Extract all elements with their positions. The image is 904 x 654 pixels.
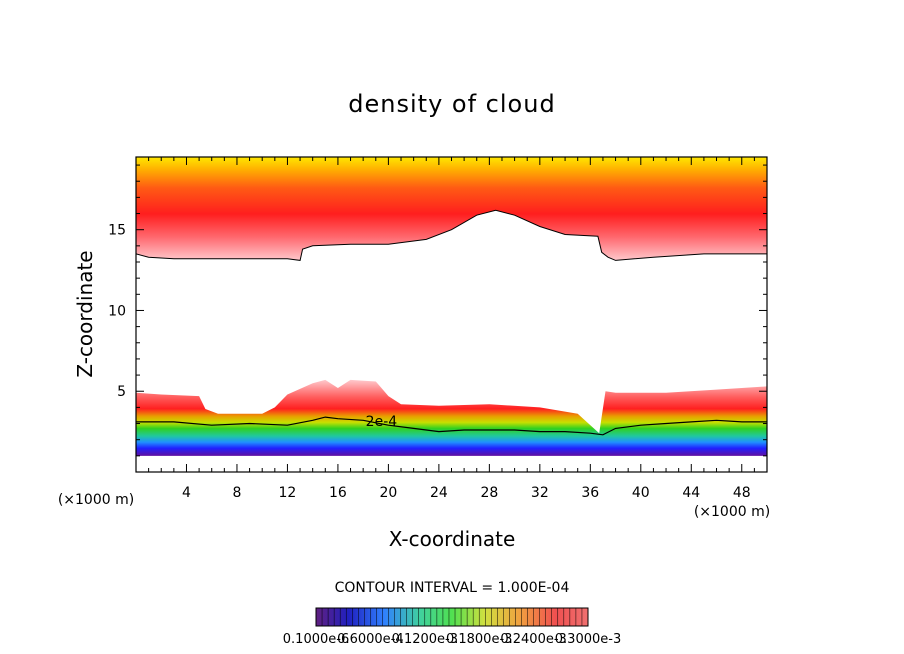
y-tick-label: 5 <box>117 384 126 400</box>
chart-title: density of cloud <box>348 90 555 118</box>
x-tick-label: 36 <box>581 485 599 501</box>
x-tick-label: 40 <box>632 485 650 501</box>
plot-area: 2e-4 <box>136 157 767 456</box>
colorbar-label: 0.6000e-4 <box>337 632 403 647</box>
x-tick-label: 16 <box>329 485 347 501</box>
colorbar-label: 0.1200e-3 <box>392 632 458 647</box>
x-tick-label: 44 <box>682 485 700 501</box>
x-tick-label: 48 <box>733 485 751 501</box>
x-tick-label: 24 <box>430 485 448 501</box>
lower-cloud-field <box>136 379 767 456</box>
x-tick-label: 8 <box>232 485 241 501</box>
y-axis-label: Z-coordinate <box>73 250 97 377</box>
contour-label: 2e-4 <box>366 414 398 430</box>
x-tick-label: 12 <box>279 485 297 501</box>
x-axis-label: X-coordinate <box>389 527 516 551</box>
x-tick-label: 32 <box>531 485 549 501</box>
x-unit-left: (×1000 m) <box>58 492 134 508</box>
y-tick-label: 10 <box>108 303 126 319</box>
colorbar-label: 0.3000e-3 <box>555 632 621 647</box>
colorbar-label: 0.1800e-3 <box>446 632 512 647</box>
x-axis-ticks: 4 8 12 16 20 24 28 32 36 40 44 48 <box>148 157 755 501</box>
colorbar-labels: 0.1000e-60.6000e-40.1200e-30.1800e-30.24… <box>283 632 621 647</box>
upper-cloud-field <box>136 157 767 261</box>
x-unit-right: (×1000 m) <box>694 504 770 520</box>
colorbar <box>316 608 588 626</box>
x-tick-label: 28 <box>480 485 498 501</box>
y-tick-label: 15 <box>108 223 126 239</box>
y-axis-ticks: 5 10 15 <box>108 164 767 457</box>
colorbar-label: 0.2400e-3 <box>500 632 566 647</box>
upper-cloud-contour <box>136 209 767 261</box>
colorbar-frame <box>315 607 589 627</box>
colorbar-ticks <box>315 608 589 626</box>
x-tick-label: 20 <box>379 485 397 501</box>
colorbar-label: 0.1000e-6 <box>283 632 349 647</box>
contour-interval-text: CONTOUR INTERVAL = 1.000E-04 <box>335 580 570 596</box>
lower-cloud-contour-2e-4 <box>136 416 767 436</box>
x-tick-label: 4 <box>182 485 191 501</box>
